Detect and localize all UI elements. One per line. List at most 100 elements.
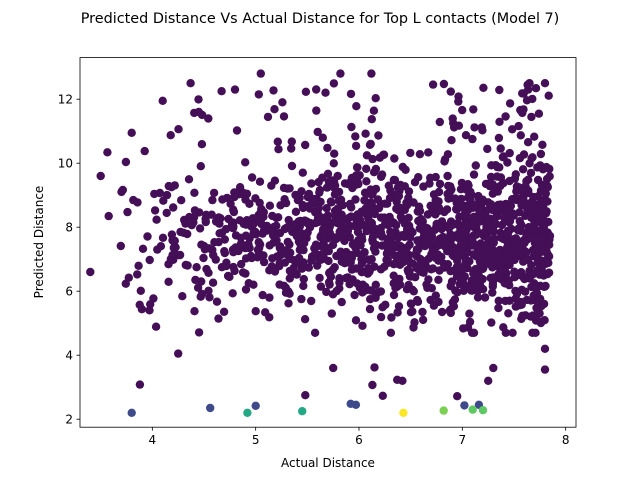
- data-point: [352, 163, 362, 172]
- data-point: [104, 211, 113, 221]
- data-point: [334, 196, 344, 205]
- data-point: [325, 222, 334, 232]
- data-point: [329, 159, 338, 168]
- data-point: [498, 205, 507, 214]
- data-point: [321, 88, 330, 97]
- data-point: [454, 262, 464, 272]
- data-point: [440, 155, 450, 164]
- data-point: [469, 212, 478, 221]
- data-point: [453, 392, 462, 401]
- data-point: [396, 203, 405, 213]
- data-point: [351, 316, 361, 325]
- data-point: [496, 181, 505, 191]
- data-point: [542, 249, 551, 258]
- data-point: [301, 391, 310, 400]
- data-point: [197, 240, 206, 249]
- data-point: [136, 286, 145, 295]
- data-point: [300, 315, 310, 324]
- data-point: [127, 128, 136, 137]
- data-point: [487, 318, 496, 327]
- data-point: [261, 308, 270, 317]
- data-point: [460, 242, 469, 251]
- x-tick-label: 6: [355, 433, 363, 447]
- data-point: [478, 126, 487, 135]
- data-point: [516, 297, 526, 307]
- data-point: [448, 233, 458, 242]
- data-point: [184, 175, 194, 184]
- data-point: [194, 328, 204, 337]
- data-point: [197, 140, 207, 149]
- data-point: [465, 309, 474, 318]
- data-point: [392, 257, 402, 266]
- y-axis-ticks: 2 4 6 8 10 12: [58, 93, 80, 427]
- data-point: [134, 261, 143, 270]
- data-point: [396, 212, 406, 221]
- y-tick-label: 12: [58, 93, 73, 107]
- data-point: [168, 236, 177, 245]
- data-point: [536, 318, 546, 328]
- data-point: [301, 140, 310, 150]
- data-point: [519, 89, 528, 98]
- data-point: [318, 228, 328, 237]
- data-point: [516, 131, 525, 140]
- data-point: [299, 274, 308, 284]
- data-point: [378, 391, 387, 400]
- data-point: [291, 220, 300, 229]
- data-point: [186, 79, 195, 88]
- data-point: [360, 196, 369, 205]
- data-point: [525, 79, 534, 88]
- data-point: [208, 195, 217, 205]
- data-point: [475, 273, 484, 282]
- data-point: [486, 200, 496, 209]
- data-point: [447, 136, 456, 145]
- data-point: [508, 328, 517, 337]
- data-point: [494, 303, 503, 313]
- x-tick-label: 5: [252, 433, 260, 447]
- data-point: [365, 266, 374, 275]
- data-point: [138, 244, 148, 253]
- data-point: [349, 239, 358, 248]
- data-point: [389, 290, 399, 300]
- data-point: [86, 267, 95, 277]
- data-point: [374, 203, 384, 213]
- data-point: [298, 200, 307, 210]
- data-point: [335, 274, 344, 283]
- data-point: [437, 307, 447, 317]
- data-point: [121, 279, 130, 288]
- data-point: [418, 307, 427, 317]
- data-point: [495, 252, 504, 261]
- data-point: [518, 165, 528, 174]
- data-point: [425, 235, 434, 244]
- data-point: [251, 307, 260, 316]
- data-point: [451, 249, 461, 259]
- data-point: [267, 181, 276, 190]
- data-point: [427, 284, 436, 293]
- data-point: [313, 261, 322, 270]
- data-point: [469, 328, 479, 337]
- x-tick-label: 7: [459, 433, 467, 447]
- data-point: [384, 181, 393, 190]
- data-point: [352, 102, 361, 111]
- data-point: [444, 224, 454, 233]
- data-point: [353, 227, 363, 237]
- data-point: [363, 255, 373, 264]
- data-point: [229, 262, 238, 272]
- data-point: [434, 275, 443, 284]
- data-point: [515, 217, 524, 226]
- data-point: [390, 242, 400, 251]
- data-point: [241, 158, 250, 167]
- data-point: [406, 259, 415, 268]
- data-point: [145, 255, 154, 265]
- data-point: [401, 247, 410, 256]
- data-point: [454, 97, 463, 106]
- data-point: [447, 277, 457, 286]
- data-point: [190, 307, 199, 316]
- data-point: [471, 161, 480, 170]
- data-point: [424, 275, 433, 284]
- data-point: [196, 162, 205, 171]
- data-point: [459, 324, 468, 333]
- data-point: [536, 149, 546, 159]
- data-point: [327, 309, 336, 318]
- data-point: [409, 287, 418, 296]
- data-point: [533, 175, 543, 185]
